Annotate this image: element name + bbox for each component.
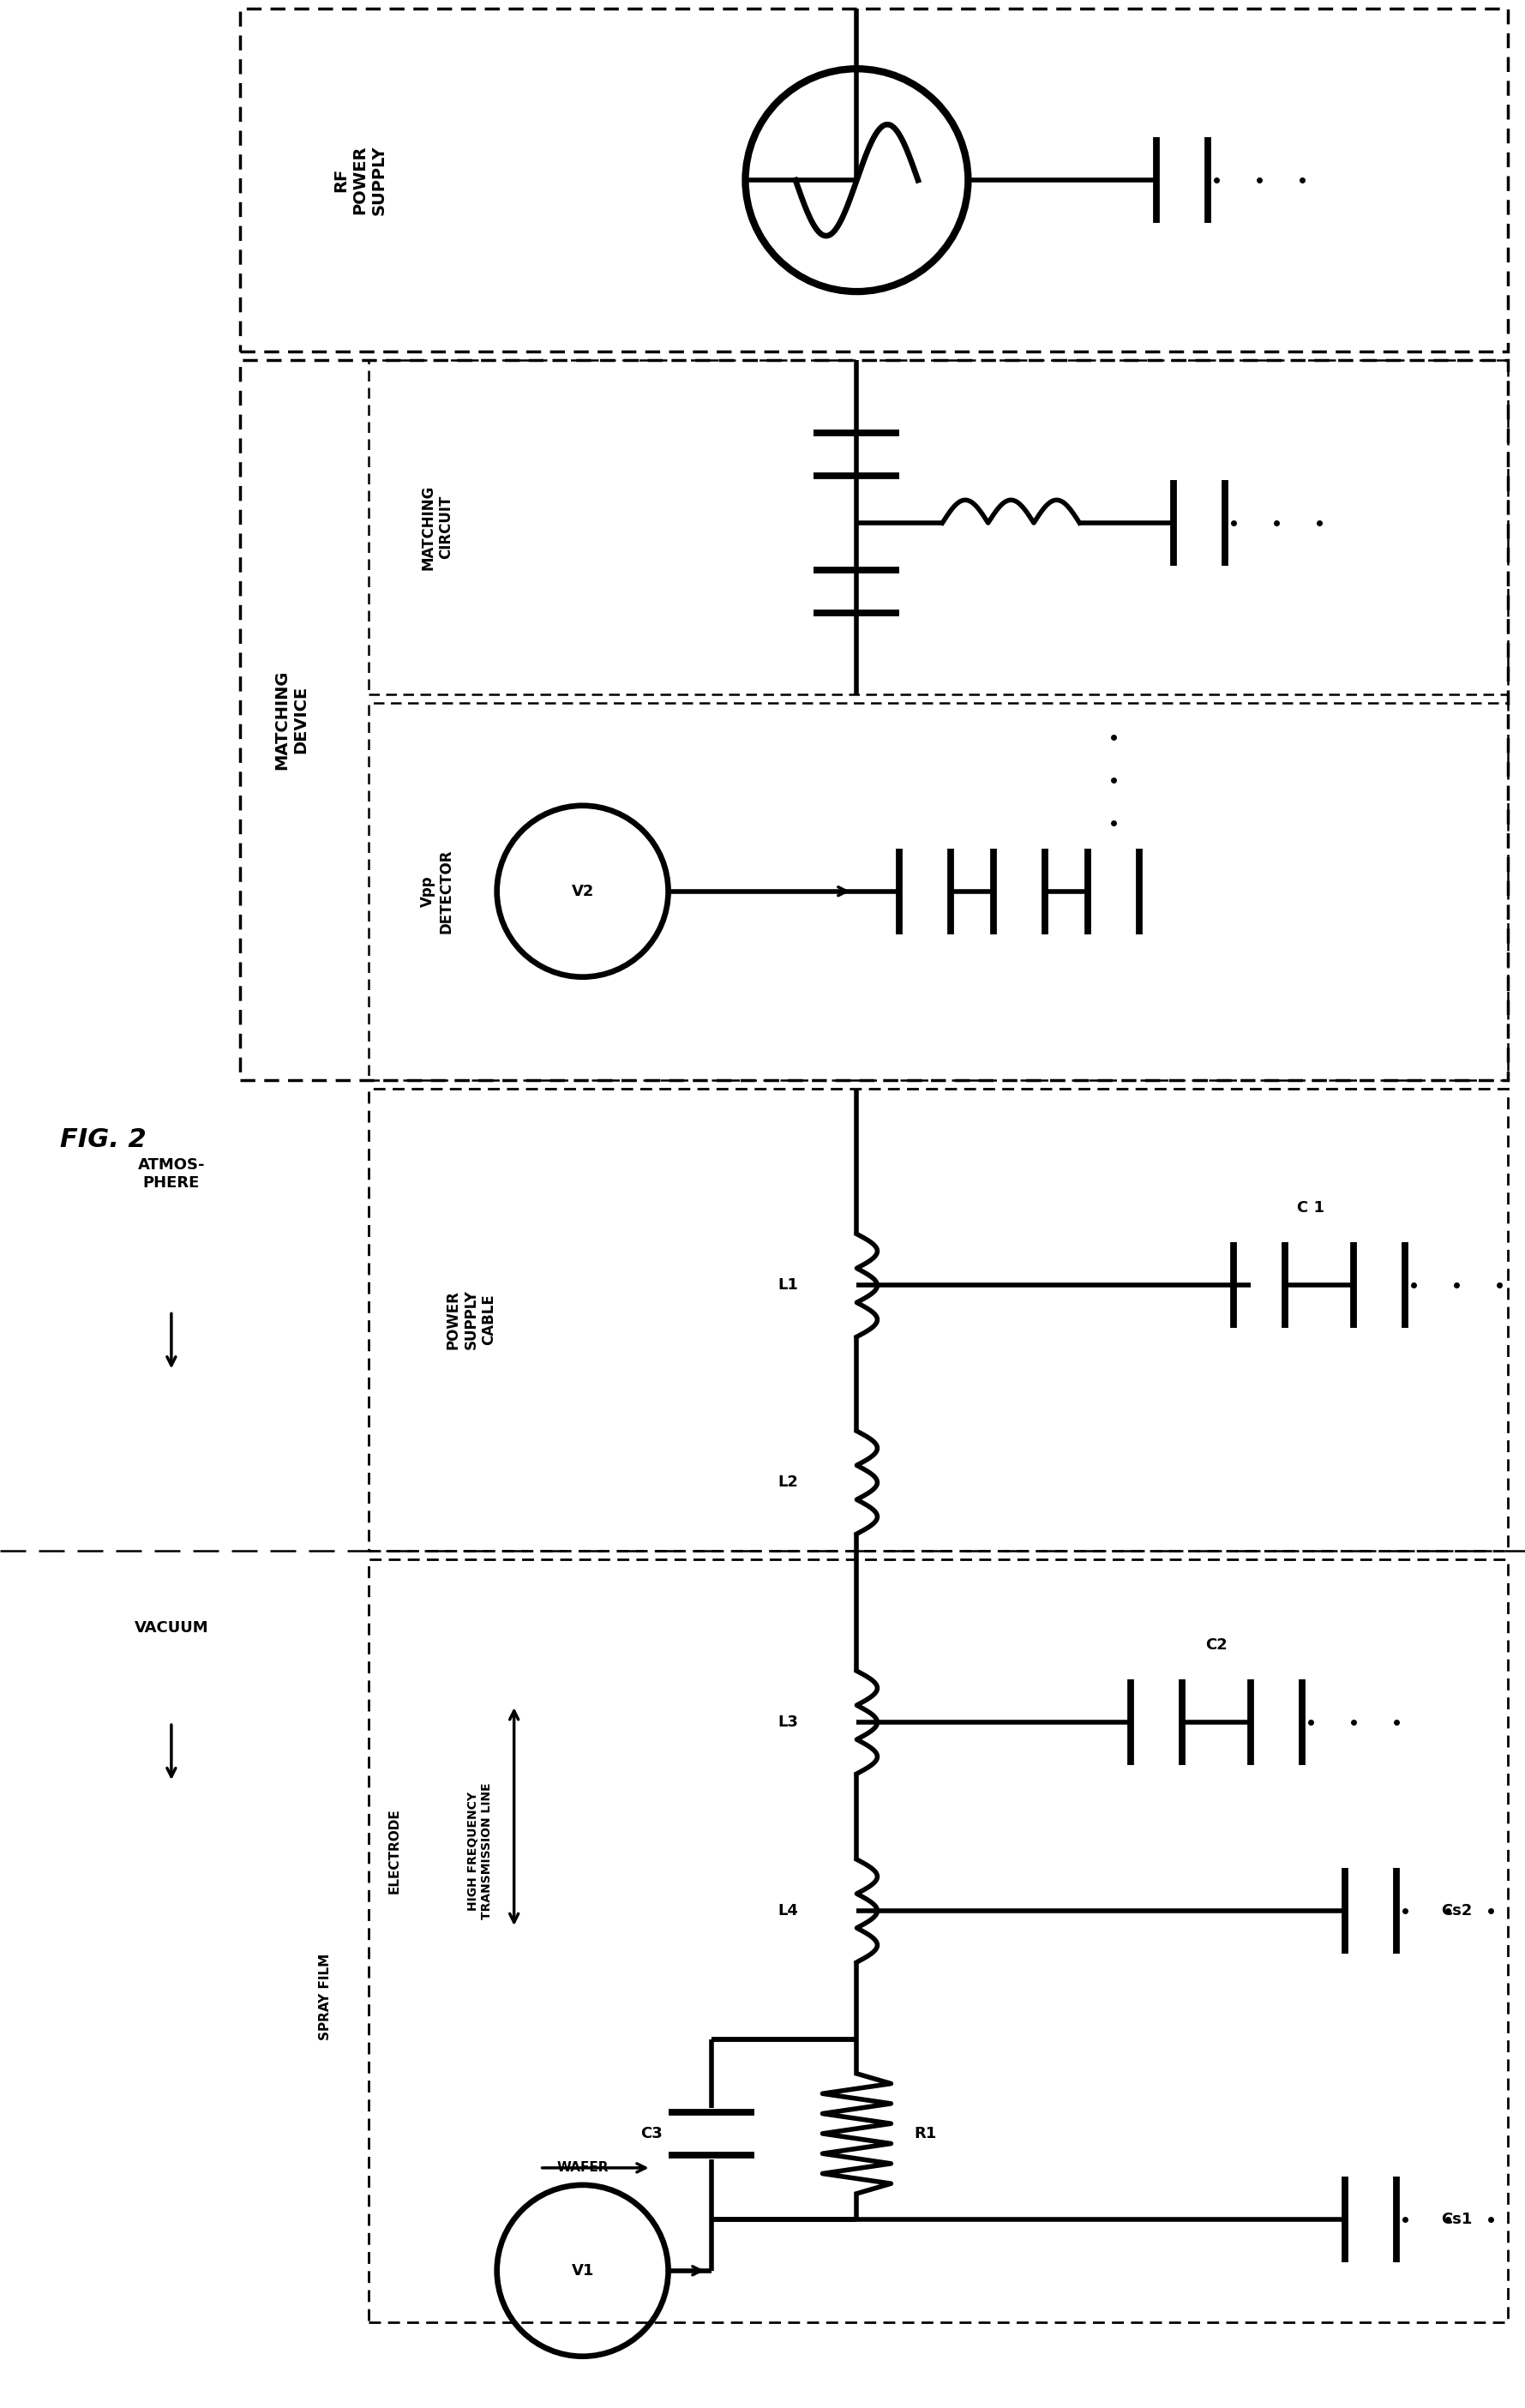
- Text: C2: C2: [1206, 1637, 1228, 1652]
- Text: WAFER: WAFER: [557, 2162, 608, 2174]
- Bar: [369, 703, 1508, 1079]
- Text: L4: L4: [778, 1902, 799, 1919]
- Text: L1: L1: [778, 1279, 799, 1293]
- Text: MATCHING
DEVICE: MATCHING DEVICE: [273, 669, 310, 771]
- Bar: [369, 1560, 1508, 2321]
- Text: V2: V2: [572, 884, 593, 898]
- Text: L2: L2: [778, 1474, 799, 1491]
- Text: L3: L3: [778, 1714, 799, 1729]
- Text: RF
POWER
SUPPLY: RF POWER SUPPLY: [332, 144, 387, 214]
- Text: Vpp
DETECTOR: Vpp DETECTOR: [421, 850, 453, 934]
- Text: HIGH FREQUENCY
TRANSMISSION LINE: HIGH FREQUENCY TRANSMISSION LINE: [467, 1782, 493, 1919]
- Text: ELECTRODE: ELECTRODE: [387, 1808, 401, 1893]
- Bar: [239, 10, 1508, 352]
- Text: Cs2: Cs2: [1441, 1902, 1472, 1919]
- Bar: [369, 361, 1508, 694]
- Text: SPRAY FILM: SPRAY FILM: [319, 1953, 332, 2040]
- Bar: [239, 361, 1508, 1079]
- Text: Cs1: Cs1: [1441, 2211, 1472, 2227]
- Text: R1: R1: [913, 2126, 936, 2141]
- Text: MATCHING
CIRCUIT: MATCHING CIRCUIT: [421, 484, 453, 571]
- Bar: [369, 1088, 1508, 1551]
- Text: C 1: C 1: [1298, 1202, 1325, 1216]
- Text: POWER
SUPPLY
CABLE: POWER SUPPLY CABLE: [445, 1291, 497, 1348]
- Text: V1: V1: [572, 2264, 593, 2278]
- Text: ATMOS-
PHERE: ATMOS- PHERE: [137, 1158, 204, 1190]
- Text: FIG. 2: FIG. 2: [59, 1127, 146, 1151]
- Text: VACUUM: VACUUM: [134, 1621, 209, 1635]
- Text: C3: C3: [640, 2126, 662, 2141]
